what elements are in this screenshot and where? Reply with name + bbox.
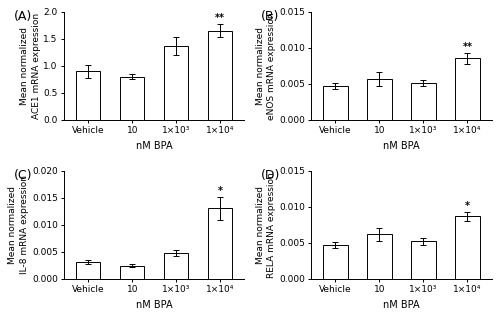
X-axis label: nM BPA: nM BPA <box>383 300 420 310</box>
Bar <box>368 234 392 279</box>
X-axis label: nM BPA: nM BPA <box>136 141 172 151</box>
Bar <box>412 83 436 120</box>
Bar <box>164 253 188 279</box>
X-axis label: nM BPA: nM BPA <box>383 141 420 151</box>
Bar <box>324 245 347 279</box>
Bar <box>456 58 479 120</box>
X-axis label: nM BPA: nM BPA <box>136 300 172 310</box>
Bar <box>76 71 100 120</box>
Y-axis label: Mean normalized
eNOS mRNA expression: Mean normalized eNOS mRNA expression <box>256 12 276 120</box>
Y-axis label: Mean normalized
RELA mRNA expression: Mean normalized RELA mRNA expression <box>256 172 276 278</box>
Bar <box>164 46 188 120</box>
Text: (A): (A) <box>14 10 32 23</box>
Text: **: ** <box>462 42 472 52</box>
Text: *: * <box>218 186 222 196</box>
Y-axis label: Mean normalized
IL-8 mRNA expression: Mean normalized IL-8 mRNA expression <box>8 175 29 274</box>
Bar <box>368 79 392 120</box>
Text: (C): (C) <box>14 169 32 182</box>
Bar <box>456 216 479 279</box>
Bar <box>76 262 100 279</box>
Bar <box>324 86 347 120</box>
Text: *: * <box>465 201 470 211</box>
Bar <box>120 77 144 120</box>
Text: (D): (D) <box>260 169 280 182</box>
Text: (B): (B) <box>260 10 279 23</box>
Bar <box>412 241 436 279</box>
Bar <box>208 208 233 279</box>
Text: **: ** <box>215 13 225 23</box>
Bar <box>120 266 144 279</box>
Y-axis label: Mean normalized
ACE1 mRNA expression: Mean normalized ACE1 mRNA expression <box>20 13 40 119</box>
Bar <box>208 31 233 120</box>
